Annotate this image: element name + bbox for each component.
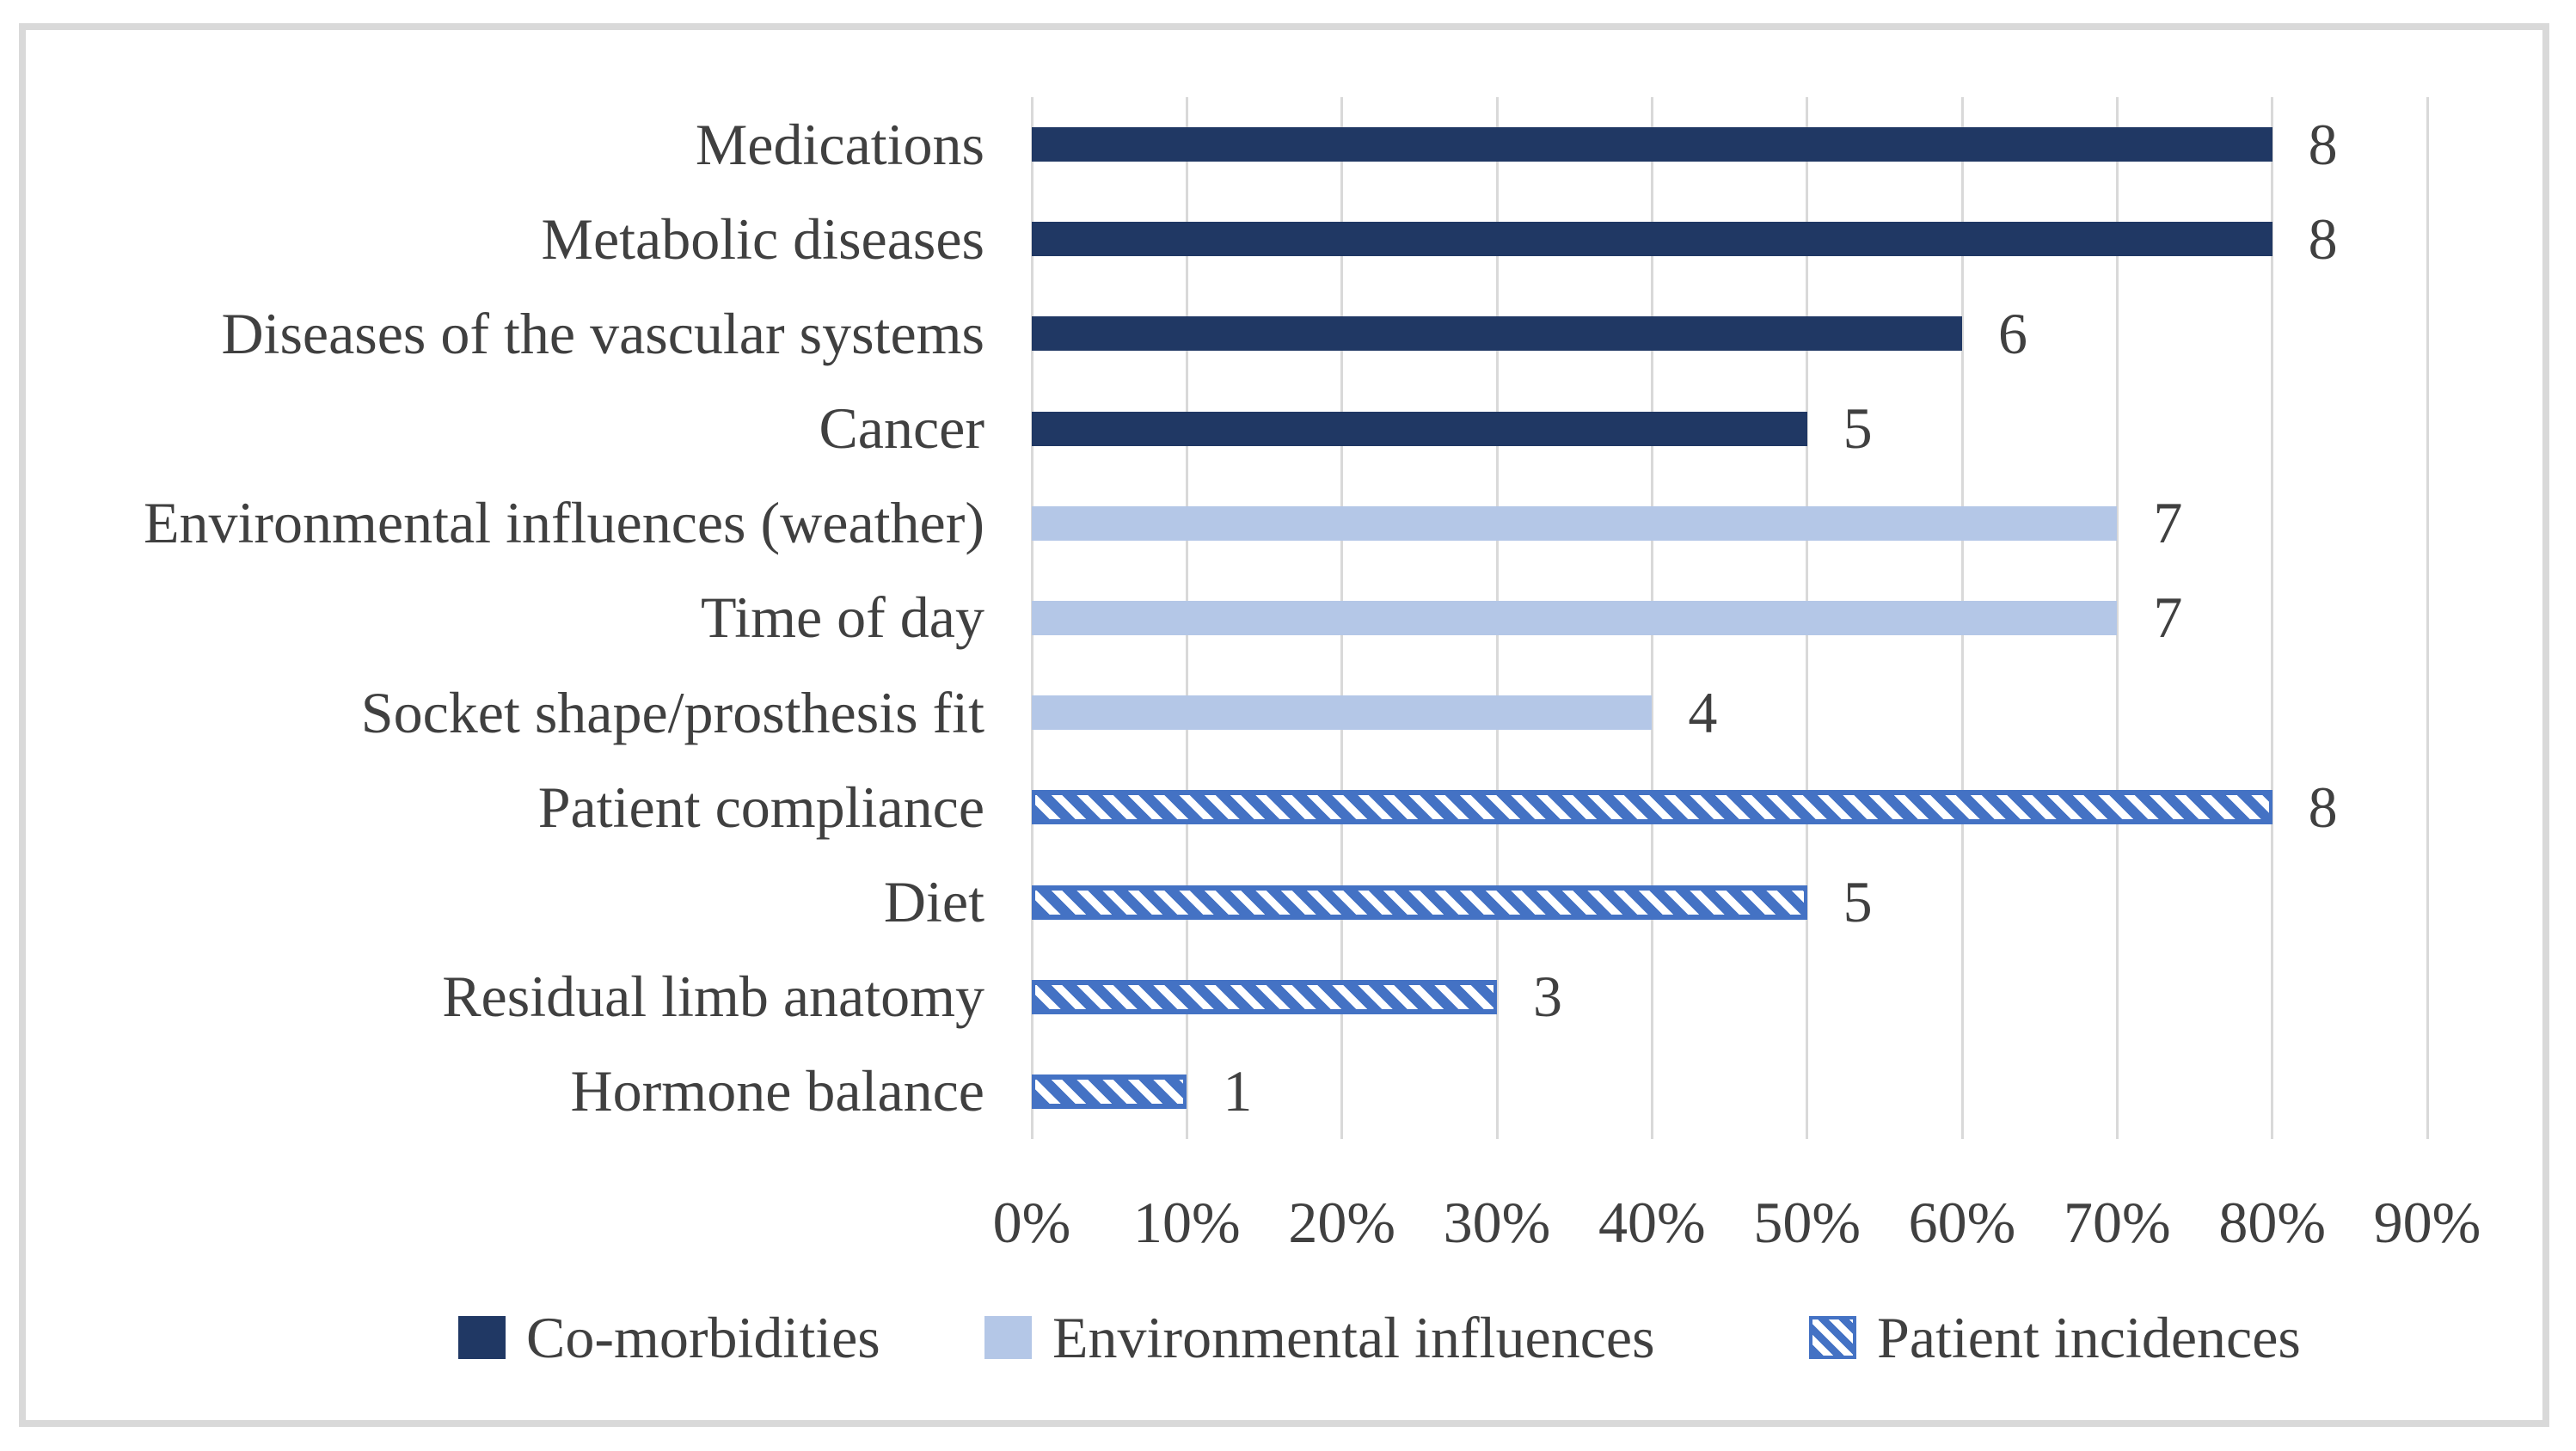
bar-hatched <box>1032 1074 1187 1109</box>
category-label: Socket shape/prosthesis fit <box>360 679 984 745</box>
category-label: Hormone balance <box>570 1058 984 1124</box>
value-label: 1 <box>1223 1058 1253 1124</box>
category-label: Medications <box>695 111 984 177</box>
bar-solid-dark <box>1032 316 1962 352</box>
legend-swatch-solid-light <box>984 1316 1032 1359</box>
x-tick-label: 20% <box>1288 1190 1395 1255</box>
value-label: 8 <box>2308 774 2338 840</box>
legend-swatch-hatched <box>1809 1316 1856 1359</box>
legend-item: Co-morbidities <box>458 1305 880 1370</box>
x-tick-label: 10% <box>1133 1190 1241 1255</box>
category-label: Diet <box>883 869 984 935</box>
category-label: Metabolic diseases <box>541 205 984 272</box>
bar-solid-dark <box>1032 127 2272 162</box>
category-label: Cancer <box>819 395 984 462</box>
x-tick-label: 70% <box>2064 1190 2171 1255</box>
value-label: 3 <box>1533 964 1562 1030</box>
value-label: 5 <box>1843 395 1873 462</box>
x-tick-label: 0% <box>992 1190 1071 1255</box>
bar-solid-light <box>1032 505 2118 541</box>
value-label: 8 <box>2308 111 2338 177</box>
category-label: Environmental influences (weather) <box>143 490 984 556</box>
value-label: 8 <box>2308 205 2338 272</box>
legend-item: Patient incidences <box>1809 1305 2301 1370</box>
category-label: Diseases of the vascular systems <box>221 300 984 366</box>
gridline-70% <box>2115 97 2119 1139</box>
legend-label: Environmental influences <box>1052 1304 1655 1370</box>
gridline-80% <box>2271 97 2274 1139</box>
legend-label: Co-morbidities <box>526 1304 880 1370</box>
bar-hatched <box>1032 790 2272 825</box>
legend-item: Environmental influences <box>984 1305 1655 1370</box>
value-label: 7 <box>2153 585 2183 651</box>
bar-solid-dark <box>1032 222 2272 257</box>
gridline-90% <box>2426 97 2429 1139</box>
bar-hatched <box>1032 979 1497 1014</box>
x-tick-label: 30% <box>1443 1190 1551 1255</box>
bar-solid-dark <box>1032 411 1807 446</box>
x-tick-label: 90% <box>2373 1190 2481 1255</box>
x-tick-label: 80% <box>2218 1190 2326 1255</box>
legend-swatch-solid-dark <box>458 1316 506 1359</box>
value-label: 7 <box>2153 490 2183 556</box>
x-tick-label: 50% <box>1753 1190 1861 1255</box>
value-label: 4 <box>1688 679 1718 745</box>
value-label: 5 <box>1843 869 1873 935</box>
x-tick-label: 40% <box>1598 1190 1706 1255</box>
bar-hatched <box>1032 885 1807 920</box>
category-label: Patient compliance <box>537 774 984 840</box>
x-tick-label: 60% <box>1908 1190 2016 1255</box>
bar-solid-light <box>1032 601 2118 635</box>
value-label: 6 <box>1998 300 2027 366</box>
legend-label: Patient incidences <box>1877 1304 2301 1370</box>
category-label: Residual limb anatomy <box>442 964 984 1030</box>
bar-solid-light <box>1032 695 1653 731</box>
category-label: Time of day <box>701 585 984 651</box>
